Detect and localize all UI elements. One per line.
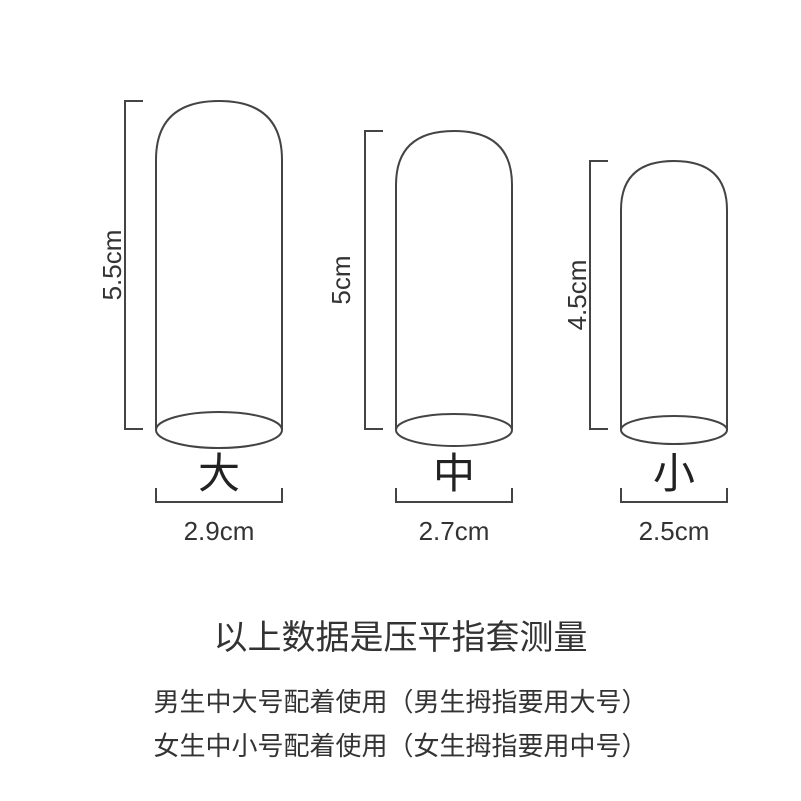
finger-cot-shape-small bbox=[620, 160, 728, 446]
height-label-medium: 5cm bbox=[326, 255, 357, 304]
finger-cot-shape-medium bbox=[395, 130, 513, 448]
height-label-large: 5.5cm bbox=[97, 230, 128, 301]
width-label-medium: 2.7cm bbox=[395, 516, 513, 547]
usage-note-female: 女生中小号配着使用（女生拇指要用中号） bbox=[0, 726, 801, 763]
width-bracket-small bbox=[620, 486, 728, 510]
size-group-large: 5.5cm大2.9cm bbox=[155, 50, 283, 430]
size-group-medium: 5cm中2.7cm bbox=[395, 50, 513, 430]
diagram-area: 5.5cm大2.9cm 5cm中2.7cm 4.5cm小2.5cm bbox=[0, 50, 801, 570]
width-label-large: 2.9cm bbox=[155, 516, 283, 547]
usage-note-male: 男生中大号配着使用（男生拇指要用大号） bbox=[0, 682, 801, 719]
width-bracket-large bbox=[155, 486, 283, 510]
width-bracket-medium bbox=[395, 486, 513, 510]
height-bracket-medium bbox=[355, 130, 385, 430]
measurement-note: 以上数据是压平指套测量 bbox=[0, 610, 801, 659]
finger-cot-shape-large bbox=[155, 100, 283, 450]
width-label-small: 2.5cm bbox=[620, 516, 728, 547]
height-label-small: 4.5cm bbox=[562, 260, 593, 331]
size-group-small: 4.5cm小2.5cm bbox=[620, 50, 728, 430]
